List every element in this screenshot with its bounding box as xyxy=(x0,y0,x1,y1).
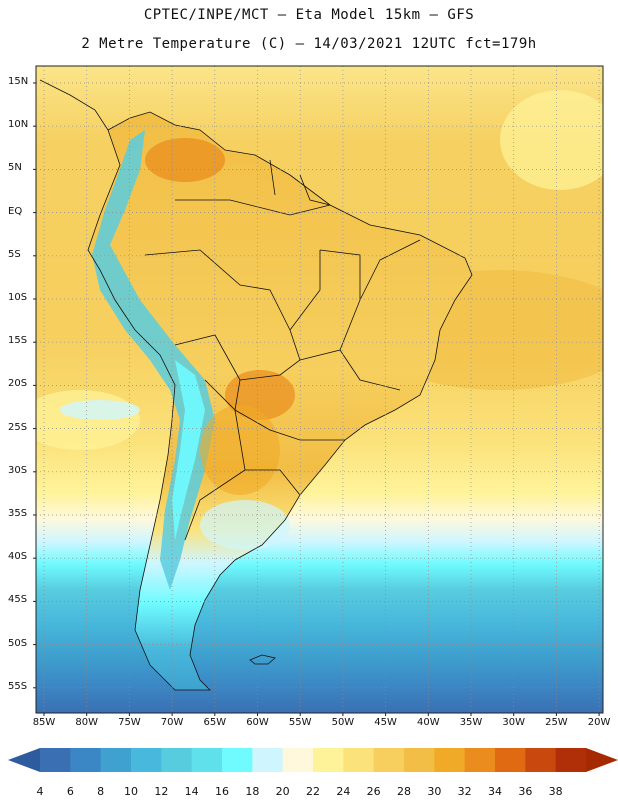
colorbar xyxy=(8,748,618,772)
colorbar-label: 22 xyxy=(306,785,320,798)
lat-tick-label: 5S xyxy=(8,248,21,260)
colorbar-label: 24 xyxy=(336,785,351,798)
colorbar-label: 28 xyxy=(397,785,411,798)
lat-tick-label: 35S xyxy=(8,508,28,519)
colorbar-label: 18 xyxy=(245,785,260,798)
lon-tick-label: 45W xyxy=(374,717,397,728)
colorbar-swatch xyxy=(131,748,162,772)
lat-tick-label: 45S xyxy=(8,594,28,606)
colorbar-label: 38 xyxy=(548,785,563,798)
colorbar-under-arrow xyxy=(8,748,40,772)
lon-tick-label: 25W xyxy=(545,717,568,728)
lat-tick-label: 20S xyxy=(8,378,28,390)
axis-ticks xyxy=(33,82,600,716)
colorbar-swatch xyxy=(70,748,102,772)
atlantic-cool-patch xyxy=(500,90,603,190)
colorbar-swatch xyxy=(282,748,314,772)
colorbar-label: 16 xyxy=(215,785,229,798)
lon-tick-label: 30W xyxy=(502,717,525,728)
lat-tick-label: 10S xyxy=(8,292,28,303)
colorbar-label: 6 xyxy=(66,785,74,798)
lat-tick-label: 5N xyxy=(8,162,22,174)
pacific-pale-patch xyxy=(60,400,140,420)
colorbar-label: 4 xyxy=(36,785,44,798)
lon-tick-label: 85W xyxy=(32,717,56,728)
colorbar-swatch xyxy=(191,748,223,772)
lon-tick-label: 80W xyxy=(75,717,98,728)
colorbar-swatch xyxy=(464,748,496,772)
colorbar-label: 34 xyxy=(488,785,502,798)
colorbar-swatch xyxy=(313,748,344,772)
lat-tick-label: 55S xyxy=(8,680,28,692)
colorbar-label: 10 xyxy=(124,785,138,798)
colorbar-swatch xyxy=(373,748,405,772)
grid-lines xyxy=(36,66,603,713)
lon-tick-label: 20W xyxy=(587,717,611,728)
pacific-cool-patch xyxy=(36,390,140,450)
colorbar-label: 14 xyxy=(184,785,199,798)
map-frame xyxy=(35,65,604,714)
colorbar-swatch xyxy=(343,748,375,772)
andes-cold-core xyxy=(172,360,205,540)
lat-tick-label: 50S xyxy=(8,637,28,649)
caribbean-coast xyxy=(39,79,109,131)
southern-cool-area xyxy=(200,500,290,550)
title-line-2: 2 Metre Temperature (C) – 14/03/2021 12U… xyxy=(81,36,537,52)
colorbar-label: 26 xyxy=(366,785,381,798)
lat-tick-label: 30S xyxy=(8,464,28,476)
lon-tick-label: 40W xyxy=(416,717,440,728)
lon-tick-label: 65W xyxy=(203,717,227,728)
colorbar-label: 36 xyxy=(518,785,533,798)
lon-tick-label: 75W xyxy=(118,717,141,728)
lat-tick-label: 25S xyxy=(8,421,28,433)
colorbar-label: 12 xyxy=(154,785,169,798)
colorbar-swatch xyxy=(40,748,71,772)
argentina-warm-area xyxy=(200,405,280,495)
political-borders xyxy=(87,111,473,691)
colorbar-label: 20 xyxy=(275,785,290,798)
colorbar-swatch xyxy=(525,748,557,772)
lat-tick-label: 15S xyxy=(8,335,28,347)
lon-tick-label: 55W xyxy=(288,717,312,728)
colorbar-swatch xyxy=(222,748,253,772)
lon-tick-label: 35W xyxy=(459,717,483,728)
colorbar-swatch xyxy=(434,748,466,772)
colorbar-label: 30 xyxy=(427,785,442,798)
colorbar-swatch xyxy=(555,748,587,772)
lat-tick-label: 10N xyxy=(8,119,29,131)
colorbar-over-arrow xyxy=(586,748,618,772)
lat-tick-label: 15N xyxy=(8,76,29,87)
colorbar-swatch xyxy=(161,748,193,772)
title-line-1: CPTEC/INPE/MCT – Eta Model 15km – GFS xyxy=(143,7,475,23)
lat-tick-label: 40S xyxy=(8,551,28,563)
colorbar-label: 32 xyxy=(457,785,472,798)
venezuela-hot-spot xyxy=(145,138,225,182)
colorbar-swatch xyxy=(252,748,284,772)
lon-tick-label: 50W xyxy=(331,717,355,728)
falklands xyxy=(249,654,276,665)
colorbar-swatch xyxy=(404,748,435,772)
colorbar-swatch xyxy=(100,748,132,772)
lat-tick-label: EQ xyxy=(8,205,23,217)
colorbar-label: 8 xyxy=(97,785,105,798)
lon-tick-label: 70W xyxy=(160,717,184,728)
colorbar-swatch xyxy=(495,748,526,772)
lon-tick-label: 60W xyxy=(246,717,269,728)
